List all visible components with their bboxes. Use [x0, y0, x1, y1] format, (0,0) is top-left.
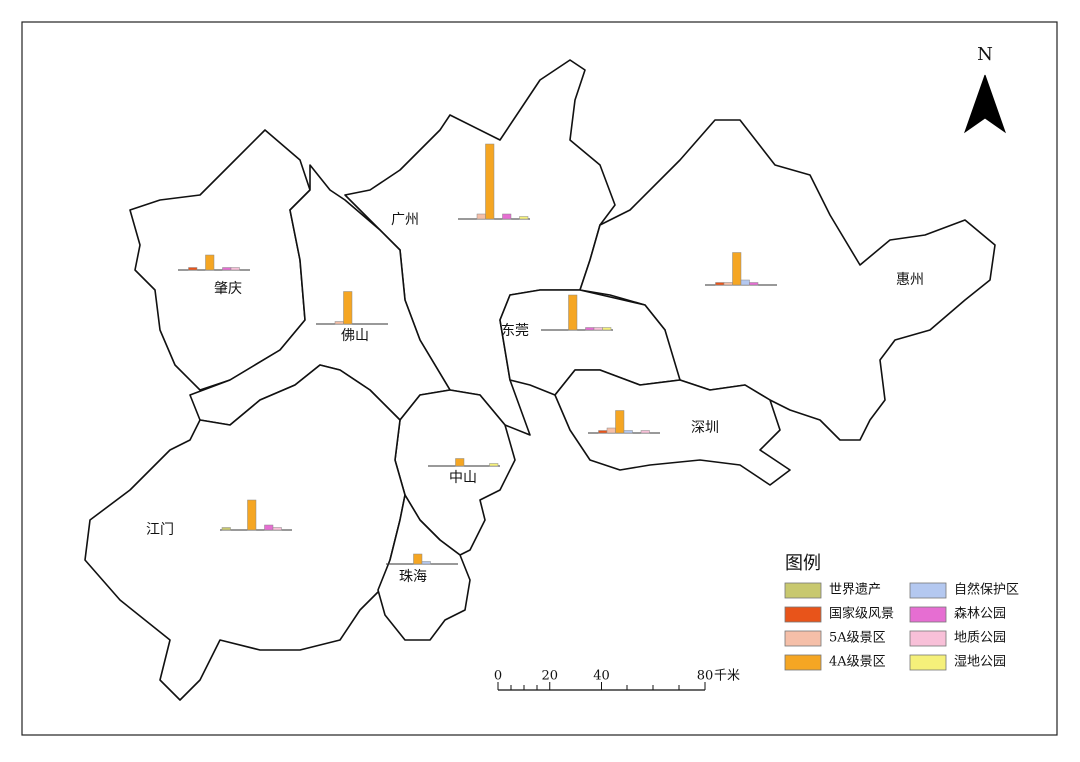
bar [623, 430, 633, 434]
legend-swatch [784, 630, 822, 647]
bar [598, 430, 608, 434]
legend-label: 地质公园 [954, 631, 1006, 646]
bar [272, 527, 282, 531]
bar [593, 327, 603, 331]
bar [264, 524, 274, 531]
city-label: 江门 [146, 522, 174, 538]
legend-swatch [784, 606, 822, 623]
scale-tick-label: 80 [697, 669, 714, 684]
legend-label: 自然保护区 [954, 582, 1019, 598]
bar [615, 410, 625, 434]
bar [205, 254, 215, 271]
legend-swatch [909, 630, 947, 647]
bar [455, 458, 465, 467]
bar [519, 216, 529, 220]
regions [84, 59, 996, 701]
bar [740, 279, 750, 286]
north-label: N [977, 44, 993, 65]
city-label: 深圳 [691, 420, 719, 436]
city-label: 东莞 [501, 323, 529, 339]
bar [476, 213, 486, 220]
scale-tick-label: 0 [494, 669, 502, 684]
bar [606, 427, 616, 434]
city-label: 肇庆 [214, 281, 242, 297]
legend-swatch [909, 606, 947, 623]
city-label: 惠州 [896, 272, 924, 288]
bar [334, 321, 344, 325]
bar [247, 499, 257, 531]
city-label: 佛山 [341, 328, 369, 344]
bar [715, 282, 725, 286]
north-arrow-right [984, 74, 1006, 134]
bar [489, 463, 499, 467]
legend-swatch [784, 654, 822, 671]
bar [230, 267, 240, 271]
bar [568, 294, 578, 331]
legend-label: 4A级景区 [829, 655, 886, 670]
legend-swatch [784, 582, 822, 599]
legend-title: 图例 [785, 553, 821, 574]
legend-label: 世界遗产 [829, 583, 881, 598]
bar [502, 213, 512, 220]
bar [421, 561, 431, 565]
bar [222, 267, 232, 271]
bar [640, 430, 650, 434]
region [554, 369, 791, 486]
city-label: 珠海 [399, 569, 427, 585]
scale-tick-label: 40 [593, 669, 610, 684]
legend-label: 5A级景区 [829, 631, 886, 646]
bar [413, 553, 423, 565]
bar [585, 327, 595, 331]
legend-label: 森林公园 [954, 607, 1006, 622]
city-label: 中山 [449, 470, 477, 486]
region [84, 364, 406, 701]
legend-label: 湿地公园 [954, 655, 1006, 670]
bar [221, 527, 231, 531]
legend-label: 国家级风景 [829, 606, 894, 622]
bar [188, 267, 198, 271]
legend-swatch [909, 654, 947, 671]
bar [602, 327, 612, 331]
legend-swatch [909, 582, 947, 599]
bar [343, 291, 353, 325]
north-arrow: N [964, 44, 1006, 134]
city-label: 广州 [391, 212, 419, 228]
bar [732, 252, 742, 286]
region [377, 494, 471, 641]
scale-unit: 千米 [714, 669, 740, 684]
bar [485, 143, 495, 220]
bar [723, 282, 733, 286]
scale-tick-label: 20 [541, 669, 558, 684]
bar [749, 282, 759, 286]
